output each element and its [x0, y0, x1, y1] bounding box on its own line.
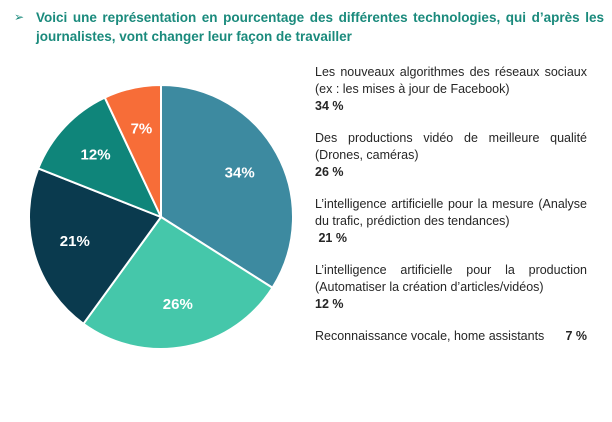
chart-legend: Les nouveaux algorithmes des réseaux soc… [315, 64, 587, 360]
legend-value: 7 % [565, 329, 587, 343]
pie-slice-voice-recognition [103, 83, 162, 218]
legend-item-video-production: Des productions vidéo de meilleure quali… [315, 130, 587, 181]
legend-desc: Reconnaissance vocale, home assistants [315, 329, 545, 343]
pie-label-voice-recognition: 7% [131, 120, 153, 137]
pie-label-social-algorithms: 34% [225, 165, 255, 182]
arrow-bullet-icon: ➢ [14, 10, 25, 24]
pie-label-video-production: 26% [163, 296, 193, 313]
heading-text: Voici une représentation en pourcentage … [36, 10, 604, 44]
legend-item-ai-measurement: L’intelligence artificielle pour la mesu… [315, 196, 587, 247]
pie-label-ai-measurement: 21% [60, 233, 90, 250]
legend-item-ai-production: L’intelligence artificielle pour la prod… [315, 262, 587, 313]
pie-label-ai-production: 12% [81, 147, 111, 164]
legend-desc: L’intelligence artificielle pour la prod… [315, 263, 587, 294]
pie-slice-ai-measurement [28, 167, 163, 326]
legend-desc: Des productions vidéo de meilleure quali… [315, 131, 587, 162]
pie-slice-video-production [82, 215, 274, 350]
legend-desc: Les nouveaux algorithmes des réseaux soc… [315, 65, 587, 96]
legend-value: 26 % [315, 165, 344, 179]
legend-item-social-algorithms: Les nouveaux algorithmes des réseaux soc… [315, 64, 587, 115]
legend-value: 12 % [315, 297, 344, 311]
legend-value: 34 % [315, 99, 344, 113]
pie-slice-ai-production [36, 96, 163, 219]
legend-item-voice-recognition: Reconnaissance vocale, home assistants 7… [315, 328, 587, 345]
legend-value: 21 % [315, 231, 347, 245]
pie-chart: 34% 26% 21% 12% 7% [28, 83, 294, 350]
page-heading: ➢ Voici une représentation en pourcentag… [14, 8, 604, 46]
legend-desc: L’intelligence artificielle pour la mesu… [315, 197, 587, 228]
